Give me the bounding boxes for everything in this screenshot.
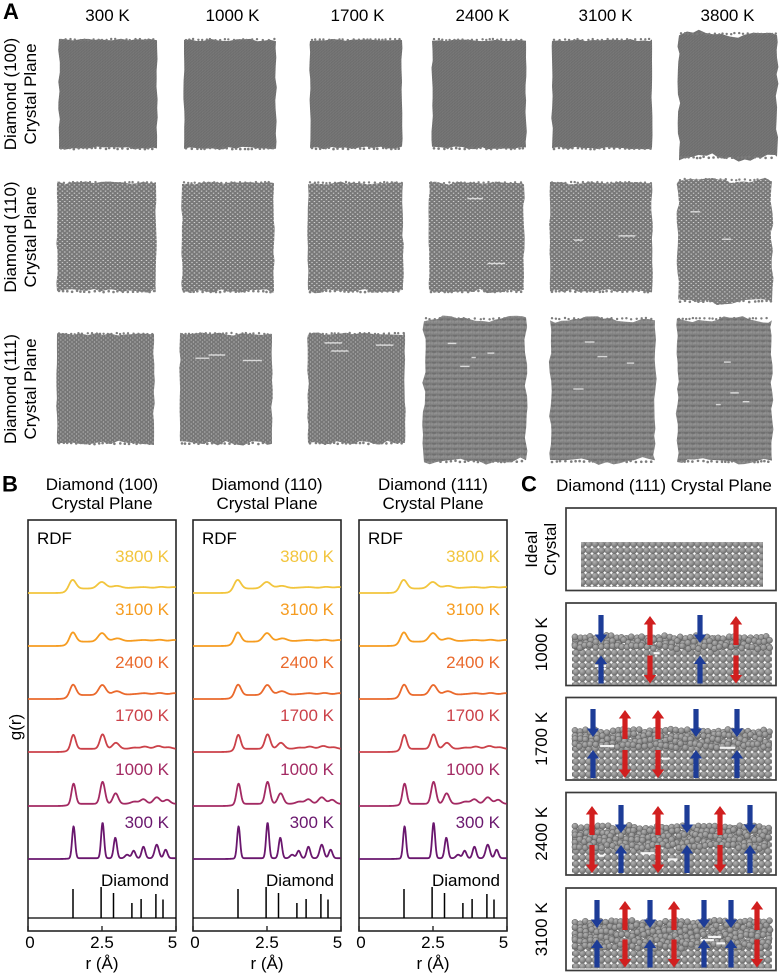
svg-text:1000 K: 1000 K [532, 617, 551, 672]
svg-text:Crystal Plane: Crystal Plane [21, 186, 40, 287]
svg-text:C: C [521, 472, 537, 497]
svg-text:Crystal Plane: Crystal Plane [51, 494, 152, 513]
svg-text:5: 5 [168, 933, 177, 952]
svg-text:RDF: RDF [37, 529, 72, 548]
svg-text:r (Å): r (Å) [416, 954, 449, 973]
svg-text:Diamond (111): Diamond (111) [378, 475, 488, 494]
svg-text:RDF: RDF [202, 529, 237, 548]
svg-text:300 K: 300 K [125, 813, 170, 832]
svg-text:Crystal Plane: Crystal Plane [21, 338, 40, 439]
svg-text:2.5: 2.5 [255, 933, 279, 952]
svg-text:Diamond (110): Diamond (110) [1, 181, 20, 292]
svg-text:r (Å): r (Å) [85, 954, 118, 973]
svg-text:1700 K: 1700 K [331, 6, 386, 25]
svg-text:1000 K: 1000 K [206, 6, 261, 25]
svg-text:1000 K: 1000 K [115, 760, 170, 779]
svg-text:r (Å): r (Å) [250, 954, 283, 973]
svg-text:2400 K: 2400 K [532, 806, 551, 861]
svg-text:1700 K: 1700 K [115, 706, 170, 725]
svg-text:0: 0 [190, 933, 199, 952]
svg-text:3800 K: 3800 K [280, 547, 335, 566]
svg-text:2.5: 2.5 [90, 933, 114, 952]
svg-text:0: 0 [356, 933, 365, 952]
svg-text:3800 K: 3800 K [701, 6, 756, 25]
svg-text:2.5: 2.5 [421, 933, 445, 952]
svg-text:3100 K: 3100 K [115, 600, 170, 619]
svg-text:5: 5 [499, 933, 508, 952]
svg-text:300 K: 300 K [85, 6, 130, 25]
svg-text:3100 K: 3100 K [532, 902, 551, 957]
svg-text:g(r): g(r) [6, 714, 25, 740]
svg-text:1700 K: 1700 K [446, 706, 501, 725]
svg-text:2400 K: 2400 K [115, 653, 170, 672]
svg-text:3100 K: 3100 K [280, 600, 335, 619]
svg-text:Crystal: Crystal [541, 523, 560, 576]
svg-text:Diamond (100): Diamond (100) [1, 38, 20, 150]
svg-text:2400 K: 2400 K [280, 653, 335, 672]
svg-text:Diamond (110): Diamond (110) [211, 475, 322, 494]
svg-text:2400 K: 2400 K [456, 6, 511, 25]
svg-text:Ideal: Ideal [522, 531, 541, 568]
svg-text:A: A [3, 0, 19, 24]
svg-text:1000 K: 1000 K [280, 760, 335, 779]
svg-text:300 K: 300 K [456, 813, 501, 832]
svg-text:Diamond: Diamond [266, 871, 334, 890]
svg-text:5: 5 [333, 933, 342, 952]
svg-text:1700 K: 1700 K [532, 711, 551, 766]
svg-text:Diamond: Diamond [432, 871, 500, 890]
svg-text:2400 K: 2400 K [446, 653, 501, 672]
svg-text:3100 K: 3100 K [579, 6, 634, 25]
svg-text:0: 0 [25, 933, 34, 952]
svg-text:B: B [2, 472, 18, 497]
svg-text:Diamond: Diamond [101, 871, 169, 890]
svg-text:RDF: RDF [368, 529, 403, 548]
svg-text:Diamond (111) Crystal Plane: Diamond (111) Crystal Plane [556, 476, 772, 495]
svg-text:300 K: 300 K [290, 813, 335, 832]
svg-text:3800 K: 3800 K [446, 547, 501, 566]
svg-text:Diamond (111): Diamond (111) [1, 334, 20, 444]
svg-text:Diamond (100): Diamond (100) [46, 475, 158, 494]
svg-text:Crystal Plane: Crystal Plane [216, 494, 317, 513]
svg-text:Crystal Plane: Crystal Plane [382, 494, 483, 513]
svg-text:1700 K: 1700 K [280, 706, 335, 725]
svg-text:3800 K: 3800 K [115, 547, 170, 566]
svg-text:Crystal Plane: Crystal Plane [21, 43, 40, 144]
svg-text:1000 K: 1000 K [446, 760, 501, 779]
svg-text:3100 K: 3100 K [446, 600, 501, 619]
